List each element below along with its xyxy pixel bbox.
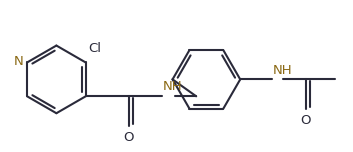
Text: Cl: Cl xyxy=(88,41,101,55)
Text: N: N xyxy=(14,55,24,68)
Text: O: O xyxy=(123,131,134,144)
Text: NH: NH xyxy=(163,80,183,93)
Text: NH: NH xyxy=(273,64,292,77)
Text: O: O xyxy=(300,114,311,127)
